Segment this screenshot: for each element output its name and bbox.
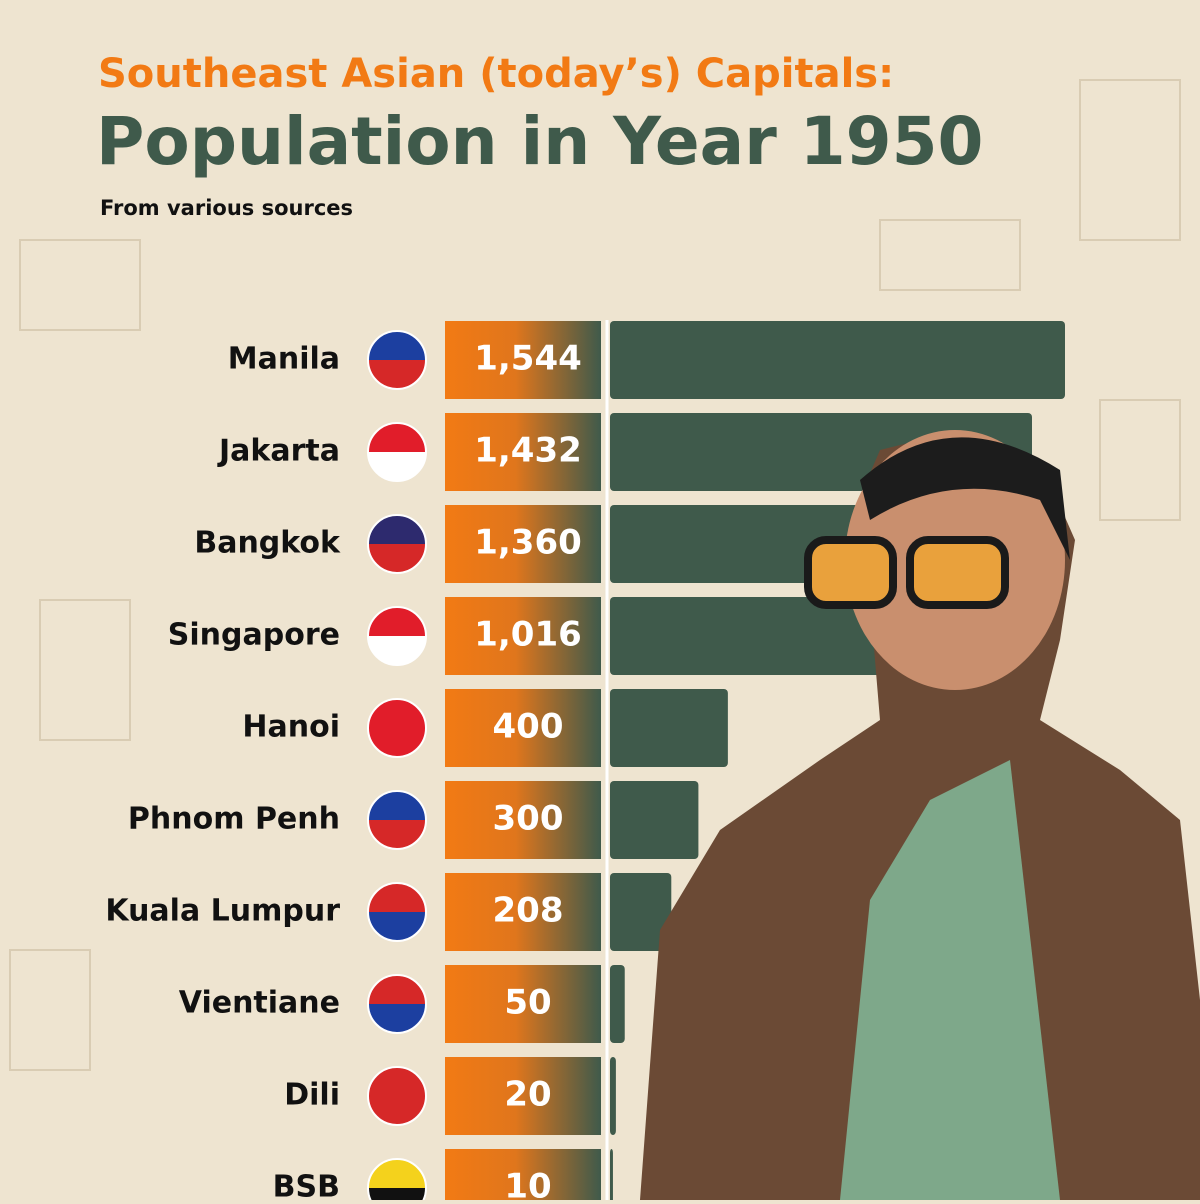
bar <box>610 781 699 859</box>
value-box <box>445 597 601 675</box>
category-label: Hanoi <box>242 710 340 745</box>
flag-rim <box>367 422 427 482</box>
category-label: Phnom Penh <box>128 802 340 837</box>
flag <box>367 790 427 850</box>
flag-bottom <box>368 1096 426 1125</box>
flag-bottom <box>368 820 426 849</box>
flag <box>367 422 427 482</box>
value-box <box>445 873 601 951</box>
value-label: 1,016 <box>474 615 582 655</box>
flag-top <box>368 791 426 820</box>
flag-rim <box>367 606 427 666</box>
flag <box>367 606 427 666</box>
flag <box>367 698 427 758</box>
category-label: Jakarta <box>217 434 340 469</box>
flag-bottom <box>368 1004 426 1033</box>
flag-top <box>368 883 426 912</box>
bar <box>610 1057 616 1135</box>
category-label: Dili <box>284 1078 340 1113</box>
flag-top <box>368 975 426 1004</box>
value-label: 300 <box>493 799 564 839</box>
category-label: Manila <box>228 342 340 377</box>
flag-rim <box>367 882 427 942</box>
person-photo <box>640 430 1200 1200</box>
chart-subtitle: Population in Year 1950 <box>96 103 983 180</box>
flag-bottom <box>368 360 426 389</box>
bar <box>610 689 728 767</box>
flag <box>367 330 427 390</box>
bar <box>610 873 672 951</box>
flag <box>367 882 427 942</box>
value-box <box>445 965 601 1043</box>
flag-top <box>368 331 426 360</box>
flag-bottom <box>368 636 426 665</box>
flag-top <box>368 1159 426 1188</box>
category-label: Bangkok <box>194 526 341 561</box>
chart-title: Southeast Asian (today’s) Capitals: <box>98 51 894 97</box>
value-label: 1,432 <box>474 431 582 471</box>
flag-bottom <box>368 1188 426 1204</box>
value-label: 50 <box>504 983 551 1023</box>
source-note: From various sources <box>100 196 353 220</box>
flag <box>367 974 427 1034</box>
value-label: 208 <box>493 891 564 931</box>
flag-rim <box>367 1158 427 1204</box>
flag-top <box>368 607 426 636</box>
value-box <box>445 1057 601 1135</box>
flag-bottom <box>368 544 426 573</box>
flag-bottom <box>368 912 426 941</box>
flag-rim <box>367 1066 427 1126</box>
flag-bottom <box>368 452 426 481</box>
flag-rim <box>367 330 427 390</box>
value-label: 400 <box>493 707 564 747</box>
flag-top <box>368 515 426 544</box>
bar <box>610 597 910 675</box>
flag-rim <box>367 790 427 850</box>
bar <box>610 321 1065 399</box>
value-box <box>445 689 601 767</box>
category-label: Kuala Lumpur <box>105 894 340 929</box>
value-label: 20 <box>504 1075 551 1115</box>
value-box <box>445 1149 601 1204</box>
flag <box>367 1066 427 1126</box>
flag-rim <box>367 974 427 1034</box>
background-pattern <box>9 79 1181 1071</box>
flag-bottom <box>368 728 426 757</box>
flag-rim <box>367 698 427 758</box>
value-box <box>445 781 601 859</box>
bar <box>610 1149 613 1204</box>
bar <box>610 965 625 1043</box>
flag-top <box>368 699 426 728</box>
value-label: 1,360 <box>474 523 582 563</box>
value-label: 10 <box>504 1167 551 1201</box>
flag-rim <box>367 514 427 574</box>
value-box <box>445 505 601 583</box>
category-label: Singapore <box>168 618 340 653</box>
category-label: BSB <box>273 1170 340 1201</box>
value-box <box>445 413 601 491</box>
category-label: Vientiane <box>179 986 340 1021</box>
flag-top <box>368 423 426 452</box>
flag <box>367 514 427 574</box>
value-label: 1,544 <box>474 339 582 379</box>
value-box <box>445 321 601 399</box>
flag-top <box>368 1067 426 1096</box>
